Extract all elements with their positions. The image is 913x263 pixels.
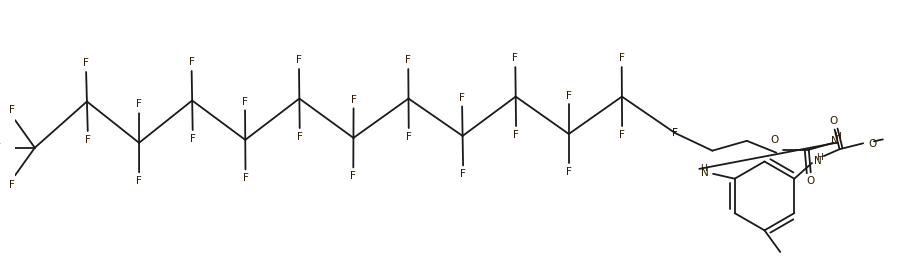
Text: F: F [242,97,248,107]
Text: F: F [136,99,142,109]
Text: F: F [83,58,89,68]
Text: F: F [351,171,356,181]
Text: O: O [806,176,814,186]
Text: H: H [834,132,841,141]
Text: F: F [351,94,357,104]
Text: F: F [459,93,465,103]
Text: F: F [405,55,411,65]
Text: H: H [816,153,824,161]
Text: F: F [566,91,572,101]
Text: F: F [619,53,624,63]
Text: F: F [512,53,519,63]
Text: F: F [85,135,91,145]
Text: F: F [297,132,303,142]
Text: F: F [460,169,467,179]
Text: F: F [9,180,16,190]
Text: F: F [296,55,302,65]
Text: F: F [9,105,16,115]
Text: O: O [830,116,838,126]
Text: O: O [771,135,779,145]
Text: N: N [814,156,822,166]
Text: F: F [513,130,519,140]
Text: F: F [619,130,625,140]
Text: O: O [868,139,876,149]
Text: F: F [190,134,195,144]
Text: F: F [406,132,412,142]
Text: N: N [832,136,839,146]
Text: F: F [566,167,572,177]
Text: H: H [699,164,707,173]
Text: F: F [243,173,248,183]
Text: F: F [672,128,678,138]
Text: N: N [701,168,709,178]
Text: F: F [189,57,194,67]
Text: F: F [672,128,678,138]
Text: F: F [136,176,142,186]
